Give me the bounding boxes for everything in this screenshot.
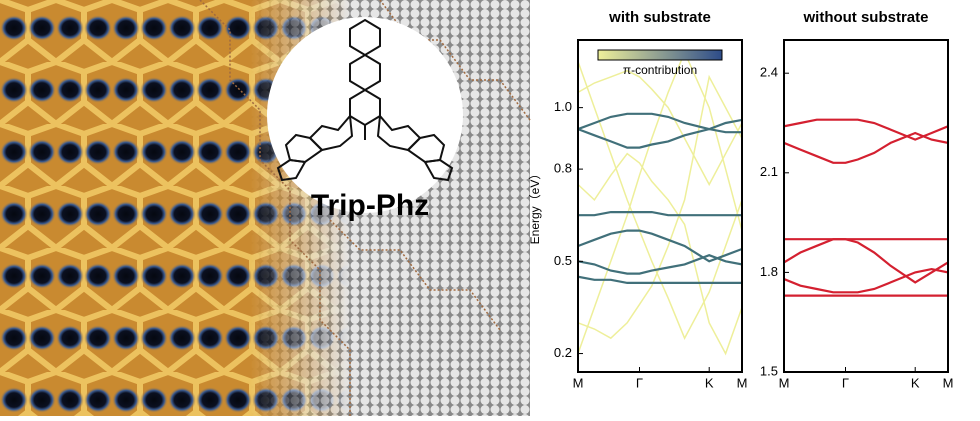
y-tick-label: 1.5 (760, 363, 778, 378)
band-line (578, 74, 742, 340)
y-tick-label: 1.0 (554, 99, 572, 114)
band-line (784, 131, 948, 164)
band-line (578, 254, 742, 275)
y-tick-label: 1.8 (760, 264, 778, 279)
band-line (578, 69, 742, 187)
band-line (784, 118, 948, 141)
molecule-inset (267, 17, 463, 213)
y-tick-label: 0.2 (554, 345, 572, 360)
x-tick-label: M (737, 375, 748, 390)
band-line (578, 152, 742, 356)
y-tick-label: 2.1 (760, 164, 778, 179)
plot-frame (783, 39, 949, 373)
x-tick-label: Γ (636, 375, 643, 390)
y-tick-label: 2.4 (760, 65, 778, 80)
x-tick-label: M (573, 375, 584, 390)
x-tick-label: K (705, 375, 714, 390)
legend-swatch (597, 49, 723, 61)
band-line (578, 127, 742, 149)
x-tick-label: M (943, 375, 954, 390)
x-tick-label: K (911, 375, 920, 390)
plot-frame (577, 39, 743, 373)
band-line (578, 112, 742, 131)
chart-title: without substrate (802, 9, 928, 26)
molecule-name: Trip-Phz (311, 189, 429, 222)
band-line (578, 61, 742, 340)
y-tick-label: 0.5 (554, 253, 572, 268)
stm-image: Trip-Phz (0, 0, 531, 416)
band-line (784, 238, 948, 284)
x-tick-label: M (779, 375, 790, 390)
band-line (578, 211, 742, 217)
plot-area (784, 118, 948, 297)
chart-title: with substrate (608, 9, 711, 26)
y-tick-label: 0.8 (554, 161, 572, 176)
x-tick-label: Γ (842, 375, 849, 390)
y-axis-label: Energy（eV） (528, 168, 542, 245)
legend-label: π-contribution (623, 63, 697, 77)
plot-area (578, 50, 742, 356)
molecule-structure (276, 18, 454, 182)
band-line (578, 275, 742, 284)
band-line (578, 229, 742, 263)
band-line (784, 267, 948, 294)
